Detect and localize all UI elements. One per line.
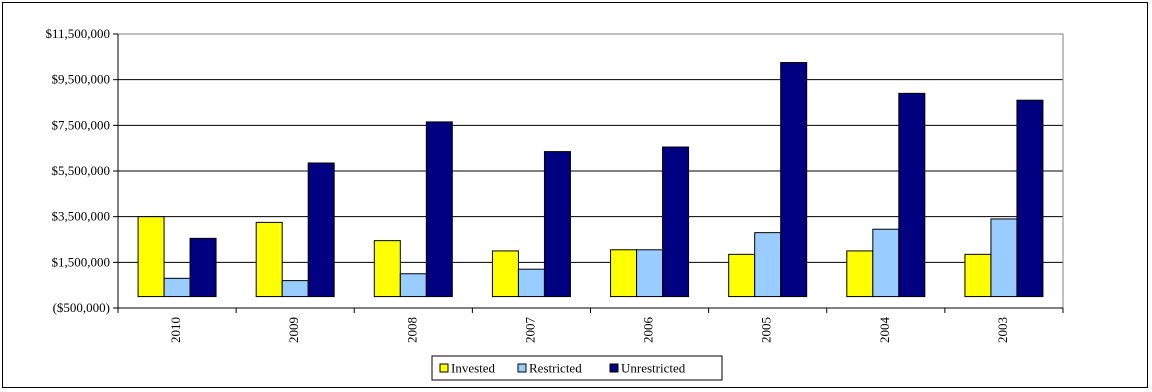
bar-unrestricted-2006 — [662, 146, 690, 298]
y-axis-tick-labels: ($500,000) $1,500,000 $3,500,000 $5,500,000… — [45, 26, 110, 315]
bar-invested-2010 — [137, 216, 165, 298]
axes — [113, 33, 1064, 313]
bar-unrestricted-2004 — [898, 92, 926, 298]
x-tick-label: 2009 — [286, 317, 301, 343]
y-tick-label: $7,500,000 — [52, 117, 111, 132]
x-tick-label: 2007 — [522, 317, 537, 344]
bar-restricted-2010 — [163, 277, 191, 298]
chart-frame — [2, 2, 1148, 388]
y-tick-label: ($500,000) — [53, 300, 110, 315]
bar-unrestricted-2007 — [543, 151, 571, 298]
bar-unrestricted-2009 — [307, 162, 335, 298]
y-tick-label: $5,500,000 — [52, 163, 111, 178]
x-tick-label: 2008 — [404, 317, 419, 343]
x-axis-tick-labels: 2010 2009 2008 2007 2006 2005 2004 2003 — [168, 317, 1010, 344]
x-tick-label: 2010 — [168, 317, 183, 343]
bar-invested-2003 — [964, 253, 992, 298]
bar-invested-2007 — [491, 250, 519, 298]
bar-restricted-2009 — [281, 280, 309, 298]
bar-unrestricted-2008 — [425, 121, 453, 298]
bar-invested-2004 — [846, 250, 874, 298]
bar-unrestricted-2003 — [1016, 99, 1044, 298]
legend-label-restricted: Restricted — [529, 361, 582, 376]
bar-restricted-2007 — [517, 268, 545, 298]
y-tick-label: $9,500,000 — [52, 72, 111, 87]
bar-invested-2006 — [610, 249, 638, 298]
bar-unrestricted-2010 — [189, 237, 217, 298]
bar-invested-2005 — [728, 253, 756, 298]
legend: Invested Restricted Unrestricted — [431, 355, 723, 381]
bar-unrestricted-2005 — [780, 62, 808, 298]
x-tick-label: 2005 — [759, 317, 774, 343]
bar-restricted-2008 — [399, 273, 427, 298]
bar-restricted-2003 — [990, 218, 1018, 298]
bar-invested-2008 — [373, 240, 401, 298]
x-tick-label: 2004 — [877, 317, 892, 344]
bars — [137, 62, 1044, 298]
y-tick-label: $11,500,000 — [45, 26, 110, 41]
bar-invested-2009 — [255, 221, 283, 298]
legend-label-unrestricted: Unrestricted — [621, 361, 686, 376]
legend-swatch-unrestricted — [609, 363, 619, 373]
legend-swatch-invested — [439, 363, 449, 373]
y-tick-label: $1,500,000 — [52, 254, 111, 269]
y-tick-label: $3,500,000 — [52, 209, 111, 224]
bar-restricted-2005 — [754, 232, 782, 298]
legend-box — [431, 355, 723, 381]
legend-label-invested: Invested — [451, 361, 496, 376]
x-tick-label: 2006 — [641, 317, 656, 344]
bar-restricted-2004 — [872, 228, 900, 298]
x-tick-label: 2003 — [995, 317, 1010, 343]
legend-swatch-restricted — [517, 363, 527, 373]
bar-restricted-2006 — [636, 249, 664, 298]
